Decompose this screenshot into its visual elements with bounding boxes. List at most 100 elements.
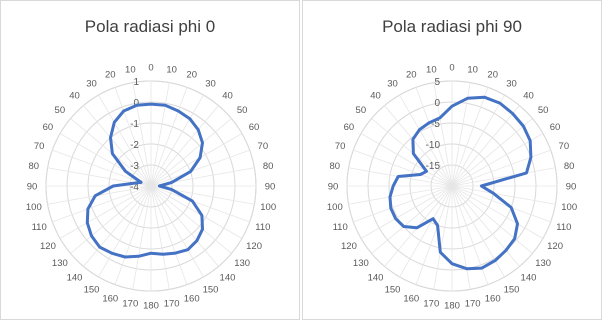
- spoke-line: [451, 133, 544, 187]
- angle-tick-label: 170: [122, 299, 138, 310]
- spoke-line: [451, 185, 471, 290]
- radial-tick-label: -4: [130, 182, 139, 193]
- angle-tick-label: 50: [237, 105, 248, 116]
- radial-tick-label: -15: [426, 161, 441, 172]
- spoke-line: [98, 94, 152, 187]
- radial-tick-label: -5: [431, 119, 440, 130]
- spoke-line: [83, 105, 152, 187]
- angle-tick-label: 70: [335, 141, 346, 152]
- angle-tick-label: 90: [328, 182, 339, 193]
- angle-tick-label: 30: [506, 78, 517, 89]
- angle-tick-label: 100: [260, 202, 276, 213]
- angle-tick-label: 160: [102, 293, 118, 304]
- spoke-line: [371, 185, 453, 254]
- spoke-line: [52, 149, 152, 187]
- angle-tick-label: 110: [255, 222, 270, 233]
- angle-tick-label: 80: [330, 161, 341, 172]
- spoke-line: [451, 118, 533, 187]
- angle-tick-label: 150: [385, 285, 401, 296]
- angle-tick-label: 10: [166, 64, 177, 75]
- spoke-line: [150, 94, 204, 187]
- angle-tick-label: 40: [69, 90, 80, 101]
- angle-tick-label: 60: [43, 122, 54, 133]
- spoke-line: [150, 149, 250, 187]
- radial-tick-label: -1: [130, 119, 139, 130]
- angle-tick-label: 150: [203, 285, 219, 296]
- spoke-line: [98, 185, 152, 278]
- angle-tick-label: 10: [125, 64, 136, 75]
- spoke-line: [114, 87, 152, 187]
- angle-tick-label: 30: [205, 78, 216, 89]
- angle-tick-label: 170: [465, 299, 481, 310]
- angle-tick-label: 70: [258, 141, 269, 152]
- angle-tick-label: 50: [538, 105, 549, 116]
- angle-tick-label: 160: [184, 293, 200, 304]
- spoke-line: [399, 94, 453, 187]
- spoke-line: [399, 185, 453, 278]
- spoke-line: [451, 185, 544, 239]
- radial-tick-label: 5: [434, 77, 440, 88]
- angle-tick-label: 80: [29, 161, 40, 172]
- spoke-line: [451, 94, 505, 187]
- angle-tick-label: 140: [521, 273, 537, 284]
- spoke-line: [353, 149, 453, 187]
- radial-tick-label: -3: [130, 161, 139, 172]
- angle-tick-label: 70: [34, 141, 45, 152]
- angle-tick-label: 100: [26, 202, 42, 213]
- angle-tick-label: 160: [485, 293, 501, 304]
- spoke-line: [150, 185, 243, 239]
- angle-tick-label: 130: [353, 258, 369, 269]
- angle-tick-label: 90: [566, 182, 577, 193]
- angle-tick-label: 120: [547, 241, 563, 252]
- angle-tick-label: 60: [550, 122, 561, 133]
- angle-tick-label: 30: [86, 78, 97, 89]
- angle-tick-label: 120: [341, 241, 357, 252]
- angle-tick-label: 100: [561, 202, 577, 213]
- angle-tick-label: 170: [423, 299, 439, 310]
- spoke-line: [433, 185, 453, 290]
- spoke-line: [150, 105, 219, 187]
- spoke-line: [150, 185, 170, 290]
- angle-tick-label: 90: [27, 182, 38, 193]
- spoke-line: [384, 105, 453, 187]
- spoke-line: [451, 185, 520, 267]
- angle-tick-label: 40: [523, 90, 534, 101]
- angle-tick-label: 40: [370, 90, 381, 101]
- spoke-line: [451, 185, 551, 223]
- angle-tick-label: 60: [344, 122, 355, 133]
- angle-tick-label: 40: [222, 90, 233, 101]
- radial-tick-label: -2: [130, 140, 139, 151]
- angle-tick-label: 60: [249, 122, 260, 133]
- angle-tick-label: 140: [368, 273, 384, 284]
- angle-tick-label: 120: [246, 241, 262, 252]
- angle-tick-label: 130: [234, 258, 250, 269]
- spoke-line: [360, 185, 453, 239]
- spoke-line: [83, 185, 152, 267]
- spoke-line: [132, 82, 152, 187]
- chart-title: Pola radiasi phi 0: [84, 17, 216, 36]
- radial-tick-label: 0: [133, 98, 139, 109]
- angle-tick-label: 150: [504, 285, 520, 296]
- angle-tick-label: 80: [263, 161, 274, 172]
- angle-tick-label: 150: [84, 285, 100, 296]
- spoke-line: [433, 82, 453, 187]
- spoke-line: [52, 185, 152, 223]
- angle-tick-label: 140: [67, 273, 83, 284]
- radial-tick-label: 0: [434, 98, 440, 109]
- spoke-line: [415, 87, 453, 187]
- angle-tick-label: 130: [535, 258, 551, 269]
- spoke-line: [150, 185, 250, 223]
- spoke-line: [415, 185, 453, 285]
- spoke-line: [451, 149, 551, 187]
- angle-tick-label: 20: [105, 70, 116, 81]
- chart-panel-phi-0: Pola radiasi phi 0 0 10 20 30 40 50 60 70 80 90 10…: [0, 0, 300, 320]
- angle-tick-label: 50: [356, 105, 367, 116]
- spoke-line: [150, 87, 188, 187]
- angle-tick-label: 130: [52, 258, 68, 269]
- spoke-line: [150, 133, 243, 187]
- chart-title: Pola radiasi phi 90: [382, 17, 522, 36]
- angle-tick-label: 110: [32, 222, 47, 233]
- spoke-line: [150, 118, 232, 187]
- spoke-line: [451, 87, 489, 187]
- radial-tick-label: 1: [133, 77, 139, 88]
